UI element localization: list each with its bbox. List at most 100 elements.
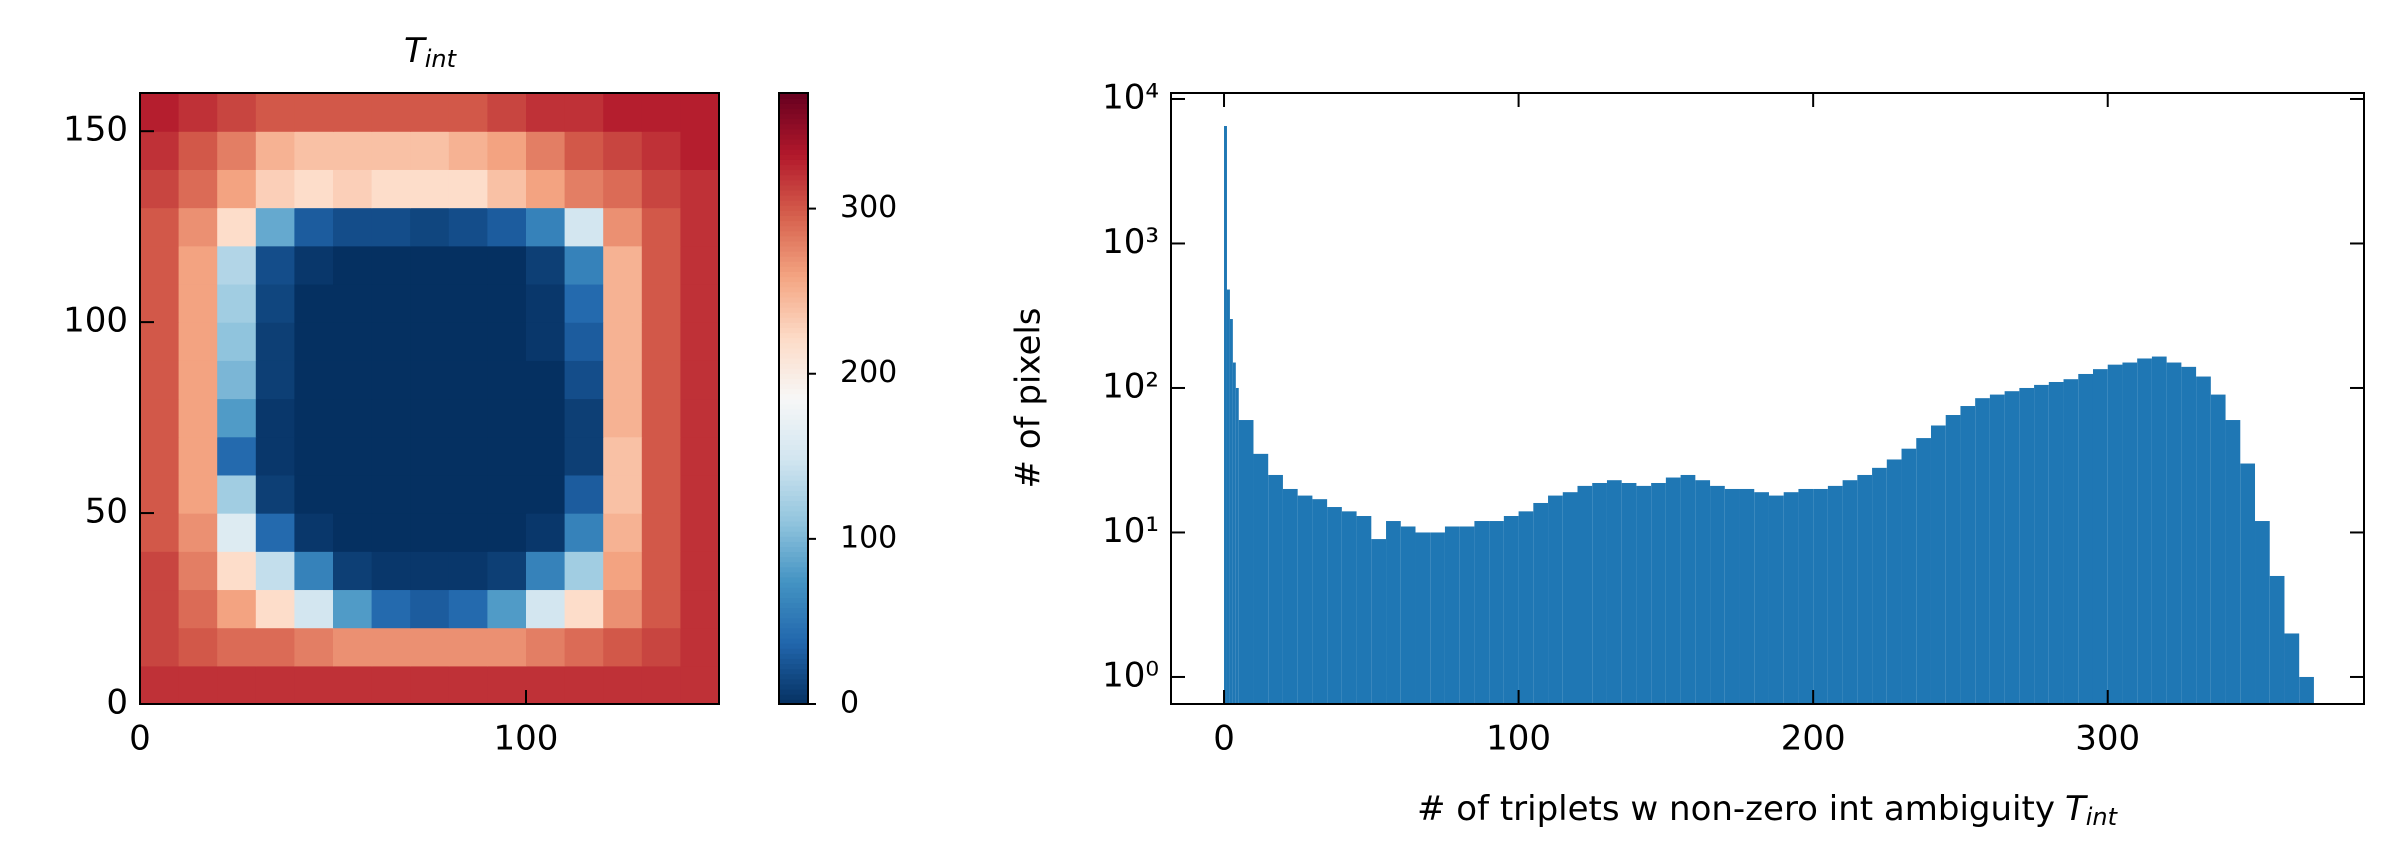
colorbar-band: [779, 225, 808, 232]
colorbar-tick-label: 0: [840, 686, 859, 721]
histogram-bar: [1606, 480, 1622, 704]
heatmap-cell: [217, 245, 257, 285]
y-tick-label: 10¹: [1102, 511, 1159, 551]
histogram-bar: [1224, 126, 1227, 704]
heatmap-cell: [217, 665, 257, 705]
colorbar-band: [779, 520, 808, 527]
heatmap-cell: [680, 169, 720, 209]
heatmap-cell: [140, 245, 180, 285]
colorbar-band: [779, 245, 808, 252]
heatmap-cell: [448, 551, 488, 591]
colorbar-tick-label: 200: [840, 355, 897, 390]
heatmap-cell: [217, 169, 257, 209]
heatmap-cell: [255, 436, 295, 476]
histogram-bar: [1651, 482, 1666, 704]
axes-frame: [139, 92, 720, 705]
histogram-bar: [1562, 492, 1578, 704]
y-axis-label: # of pixels: [1009, 307, 1049, 488]
heatmap-cell: [641, 436, 681, 476]
colorbar-band: [779, 230, 808, 237]
colorbar-band: [779, 240, 808, 247]
histogram-bar: [1518, 511, 1534, 704]
heatmap-cell: [603, 398, 643, 438]
heatmap-cell: [487, 513, 527, 552]
y-tick-label: 150: [63, 110, 128, 150]
heatmap-cell: [178, 245, 218, 285]
histogram-bar: [1232, 362, 1236, 704]
histogram-bar: [1548, 495, 1563, 704]
colorbar-band: [779, 632, 808, 639]
heatmap-cell: [448, 93, 488, 132]
colorbar-band: [779, 566, 808, 573]
heatmap-cell: [371, 513, 411, 552]
heatmap-cell: [371, 360, 411, 400]
heatmap-cell: [178, 551, 218, 591]
colorbar-band: [779, 510, 808, 517]
colorbar-band: [779, 159, 808, 166]
heatmap-cell: [526, 474, 566, 514]
colorbar-band: [779, 678, 808, 685]
heatmap-cell: [294, 322, 334, 361]
heatmap-cell: [217, 283, 257, 323]
heatmap-cell: [255, 322, 295, 361]
heatmap-cell: [487, 627, 527, 667]
histogram-bar: [2107, 364, 2123, 704]
colorbar-band: [779, 449, 808, 456]
colorbar-band: [779, 490, 808, 497]
heatmap-cell: [487, 436, 527, 476]
heatmap-cell: [255, 131, 295, 170]
histogram-bar: [1872, 467, 1887, 704]
colorbar-band: [779, 602, 808, 609]
heatmap-cell: [294, 207, 334, 247]
heatmap-cell: [526, 169, 566, 209]
histogram-bar: [1739, 488, 1755, 704]
heatmap-cell: [371, 322, 411, 361]
heatmap-cell: [255, 169, 295, 209]
colorbar-band: [779, 627, 808, 634]
heatmap-cell: [603, 513, 643, 552]
heatmap-cell: [255, 360, 295, 400]
heatmap-cell: [178, 513, 218, 552]
histogram-bar: [1989, 394, 2005, 704]
colorbar-band: [779, 500, 808, 507]
heatmap-cell: [255, 207, 295, 247]
colorbar-band: [779, 637, 808, 644]
colorbar-band: [779, 113, 808, 120]
heatmap-cell: [487, 283, 527, 323]
heatmap-cell: [526, 665, 566, 705]
heatmap-cell: [217, 322, 257, 361]
heatmap-cell: [448, 169, 488, 209]
histogram-bar: [1798, 488, 1814, 704]
heatmap-cell: [333, 207, 373, 247]
heatmap-cell: [680, 131, 720, 170]
heatmap-cell: [564, 627, 604, 667]
colorbar-band: [779, 205, 808, 211]
heatmap-cell: [680, 627, 720, 667]
heatmap-cell: [255, 245, 295, 285]
heatmap-cell: [140, 589, 180, 629]
heatmap-cell: [178, 322, 218, 361]
heatmap-cell: [178, 283, 218, 323]
colorbar-band: [779, 98, 808, 104]
heatmap-cell: [178, 627, 218, 667]
heatmap-cell: [448, 513, 488, 552]
heatmap-cell: [564, 283, 604, 323]
heatmap-cell: [333, 589, 373, 629]
heatmap-cell: [178, 474, 218, 514]
heatmap-cell: [294, 589, 334, 629]
colorbar-band: [779, 556, 808, 563]
heatmap-cell: [294, 627, 334, 667]
heatmap-cell: [641, 627, 681, 667]
colorbar-band: [779, 327, 808, 334]
colorbar-band: [779, 373, 808, 379]
heatmap-cell: [603, 360, 643, 400]
colorbar-band: [779, 617, 808, 624]
colorbar-band: [779, 169, 808, 176]
histogram-bar: [1592, 482, 1607, 704]
heatmap-cell: [217, 589, 257, 629]
colorbar-band: [779, 505, 808, 512]
colorbar-band: [779, 123, 808, 130]
heatmap-cell: [140, 551, 180, 591]
colorbar-band: [779, 189, 808, 196]
x-tick-label: 0: [129, 719, 151, 759]
